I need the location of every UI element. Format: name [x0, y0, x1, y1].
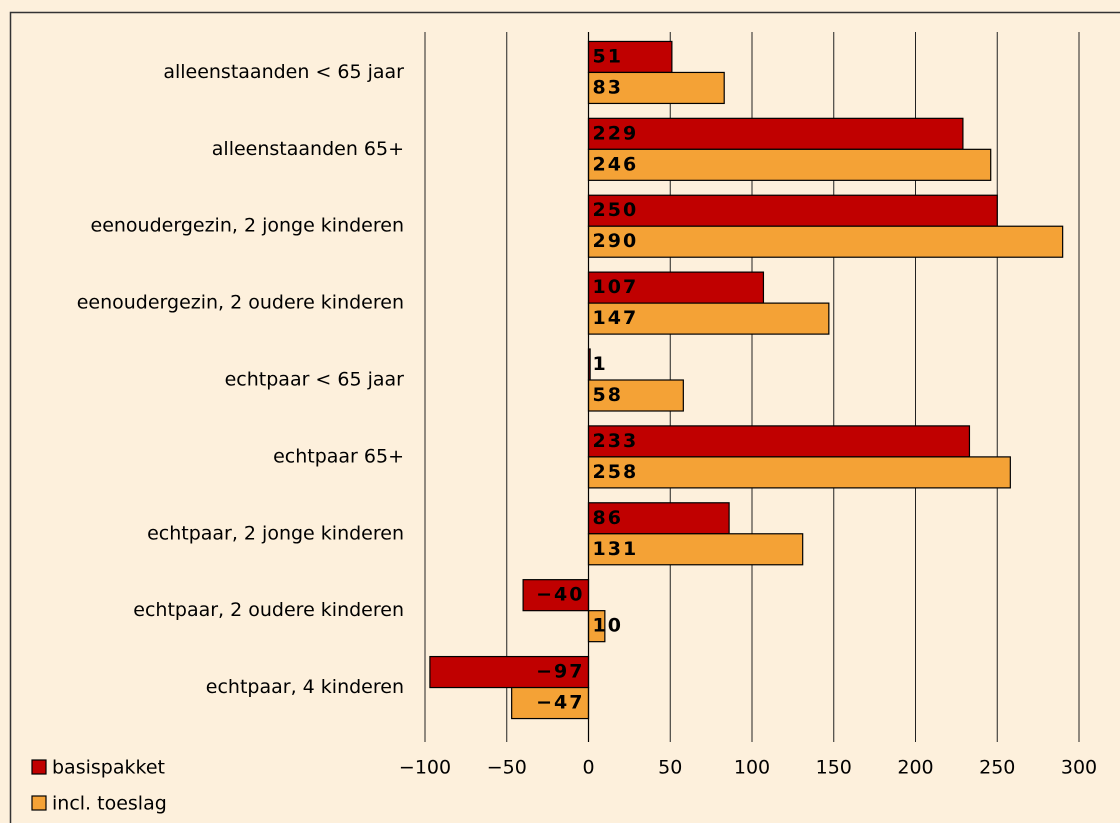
x-tick-label: 150 [816, 757, 852, 779]
x-tick-label: 100 [734, 757, 770, 779]
value-label: 233 [593, 430, 639, 452]
frame [9, 11, 1120, 823]
bar [587, 425, 971, 458]
value-label: −47 [536, 692, 584, 714]
bar [587, 40, 673, 74]
x-tick-label: 250 [979, 757, 1015, 779]
category-label: alleenstaanden 65+ [212, 138, 404, 160]
legend-label: incl. toeslag [52, 793, 167, 815]
bar [587, 456, 1011, 489]
category-label: echtpaar, 2 jonge kinderen [147, 522, 404, 544]
bar [587, 117, 964, 150]
value-label: 246 [593, 153, 639, 175]
x-tick-label: 200 [897, 757, 933, 779]
x-tick-label: 50 [658, 757, 682, 779]
value-label: −40 [536, 584, 584, 606]
value-label: 10 [593, 615, 623, 637]
category-label: echtpaar 65+ [273, 445, 404, 467]
value-label: 258 [593, 461, 639, 483]
value-label: 51 [593, 45, 623, 67]
x-tick-label: 0 [582, 757, 594, 779]
category-label: echtpaar, 2 oudere kinderen [133, 599, 404, 621]
value-label: 131 [593, 538, 639, 560]
value-label: 147 [593, 307, 639, 329]
category-label: eenoudergezin, 2 oudere kinderen [77, 292, 404, 314]
value-label: 229 [593, 122, 639, 144]
category-label: echtpaar < 65 jaar [225, 369, 405, 391]
category-label: alleenstaanden < 65 jaar [163, 61, 404, 83]
category-label: eenoudergezin, 2 jonge kinderen [91, 215, 405, 237]
value-label: 86 [593, 507, 623, 529]
bar [587, 194, 998, 227]
value-label: 1 [593, 353, 608, 375]
bar [587, 148, 992, 181]
legend-swatch [31, 795, 47, 811]
legend-label: basispakket [52, 757, 165, 779]
x-tick-label: −50 [487, 757, 527, 779]
bar [587, 225, 1064, 258]
value-label: 58 [593, 384, 623, 406]
bar [511, 686, 590, 720]
x-tick-label: 300 [1061, 757, 1097, 779]
bar [587, 533, 804, 566]
value-label: −97 [536, 661, 584, 683]
value-label: 250 [593, 199, 639, 221]
value-label: 290 [593, 230, 639, 252]
category-label: echtpaar, 4 kinderen [206, 676, 404, 698]
x-tick-label: −100 [399, 757, 451, 779]
legend-swatch [31, 759, 47, 775]
bar [429, 655, 590, 689]
value-label: 107 [593, 276, 639, 298]
bar [587, 502, 730, 535]
value-label: 83 [593, 76, 623, 98]
bar [522, 579, 590, 612]
